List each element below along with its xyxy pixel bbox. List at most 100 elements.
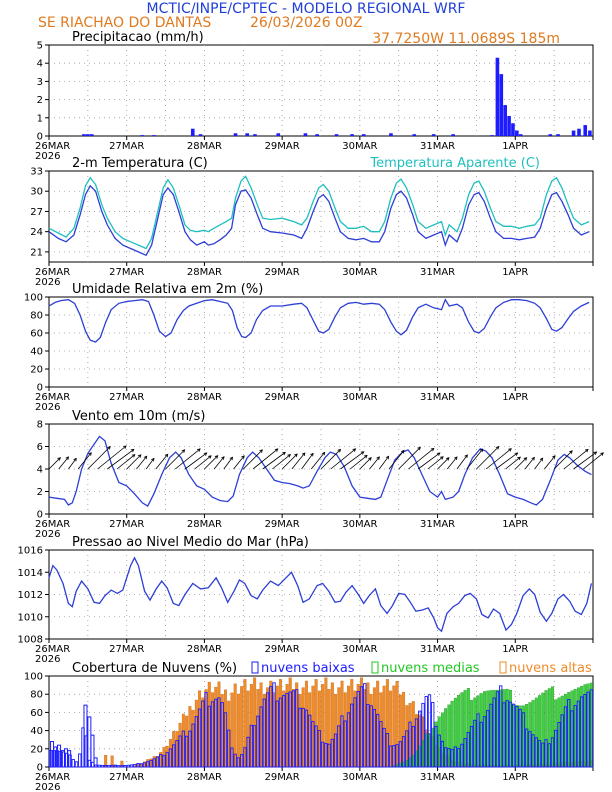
precip-bar <box>507 115 511 136</box>
x-tick-label: 26MAR <box>35 392 70 403</box>
cloud-low-bar <box>398 741 403 768</box>
wind-arrow-head <box>241 455 245 459</box>
wind-arrow-head <box>495 446 500 450</box>
wind-arrow <box>116 454 136 470</box>
cloud-low-bar <box>437 734 441 768</box>
cloud-low-bar <box>586 691 590 768</box>
x-tick-label: 29MAR <box>265 392 300 403</box>
cloud-low-bar <box>97 764 101 768</box>
y-tick-label: 1010 <box>18 612 43 623</box>
cloud-low-bar <box>136 763 140 768</box>
cloud-low-bar <box>295 689 299 768</box>
x-year-label: 2026 <box>35 151 60 162</box>
wind-arrow <box>495 452 518 470</box>
wind-arrow <box>349 455 368 470</box>
wind-arrow-head <box>364 454 368 459</box>
cloud-low-bar <box>576 700 581 768</box>
wind-arrow-head <box>151 457 155 462</box>
cloud-low-bar <box>243 747 247 768</box>
wind-arrow <box>281 453 298 470</box>
cloud-low-bar <box>149 759 153 768</box>
panels: 0 1 2 3 4 5 26MAR 27MAR 28MAR 29MAR 30MAR 31MAR 1APR… <box>18 30 604 792</box>
x-tick-label: 29MAR <box>265 267 300 278</box>
wind-arrow-head <box>401 449 405 454</box>
cloud-low-bar <box>324 742 328 768</box>
wind-arrow-head <box>440 456 444 460</box>
wind-arrow <box>97 445 127 470</box>
cloud-low-bar <box>353 697 357 768</box>
precip-bar <box>503 105 507 136</box>
cloud-low-bar <box>515 706 519 768</box>
cloud-low-bar <box>223 712 228 768</box>
y-tick-label: 3 <box>37 77 43 88</box>
y-tick-label: 80 <box>30 690 43 701</box>
cloud-low-bar <box>547 743 551 768</box>
x-tick-label: 1APR <box>502 267 528 278</box>
wind-arrow <box>136 455 148 470</box>
legend-swatch <box>251 661 259 674</box>
cloud-low-bar <box>146 761 150 768</box>
wind-arrow <box>340 451 365 470</box>
coordinates: 37.7250W 11.0689S 185m <box>372 31 560 47</box>
x-tick-label: 30MAR <box>342 267 377 278</box>
cloud-low-bar <box>372 709 377 768</box>
cloud-low-bar <box>207 705 211 768</box>
x-tick-label: 31MAR <box>420 267 455 278</box>
y-tick-label: 60 <box>30 708 43 719</box>
x-tick-label: 29MAR <box>265 644 300 655</box>
wind-arrow <box>388 450 405 470</box>
cloud-low-bar <box>456 748 461 768</box>
y-tick-label: 100 <box>24 293 43 304</box>
cloud-low-bar <box>346 712 351 768</box>
legend-swatch <box>499 661 507 674</box>
precip-bar <box>556 134 560 136</box>
cloud-low-bar <box>333 733 338 768</box>
wind-title: Vento em 10m (m/s) <box>72 409 205 424</box>
x-year-label: 2026 <box>35 277 60 288</box>
wind-arrow-head <box>445 457 450 461</box>
cloud-low-bar <box>230 747 234 768</box>
wind-arrow <box>262 452 286 470</box>
cloud-low-bar <box>395 744 399 768</box>
x-tick-label: 30MAR <box>342 392 377 403</box>
cloud-low-bar <box>508 701 513 768</box>
wind-arrow <box>243 449 263 470</box>
cloud-low-bar <box>421 702 425 768</box>
y-tick-label: 20 <box>30 744 43 755</box>
legend-label: nuvens altas <box>509 661 592 676</box>
pressure-title: Pressao ao Nivel Medio do Mar (hPa) <box>72 535 309 550</box>
x-tick-label: 27MAR <box>109 141 144 152</box>
wind-series-0 <box>48 435 592 508</box>
x-year-label: 2026 <box>35 654 60 665</box>
cloud-low-bar <box>531 734 535 768</box>
y-tick-label: 60 <box>30 329 43 340</box>
cloud-low-bar <box>210 701 215 768</box>
cloud-low-bar <box>482 716 487 768</box>
wind-arrow-head <box>214 455 219 459</box>
x-tick-label: 31MAR <box>420 644 455 655</box>
wind-arrow <box>320 449 341 470</box>
x-tick-label: 31MAR <box>420 772 455 783</box>
x-tick-label: 26MAR <box>35 141 70 152</box>
x-tick-label: 1APR <box>502 644 528 655</box>
cloud-low-bar <box>327 743 331 768</box>
temp-series-0 <box>48 184 590 257</box>
cloud-low-bar <box>524 728 529 768</box>
y-tick-label: 4 <box>37 59 43 70</box>
cloud-low-bar <box>233 753 237 768</box>
cloud-low-bar <box>194 716 199 768</box>
y-tick-label: 6 <box>37 442 43 453</box>
precip-bar <box>389 133 393 136</box>
wind-arrow-head <box>368 457 372 461</box>
cloud-low-bar <box>246 736 250 768</box>
cloud-low-bar <box>64 748 69 768</box>
x-tick-label: 26MAR <box>35 772 70 783</box>
wind-arrow-head <box>517 456 521 461</box>
x-tick-label: 30MAR <box>342 141 377 152</box>
cloud-low-bar <box>544 739 548 768</box>
clouds-panel: 0 20 40 60 80 100 26MAR 27MAR 28MAR 29MAR 30MAR 31M… <box>24 661 594 792</box>
cloud-low-bar <box>304 709 309 768</box>
cloud-low-bar <box>495 691 500 768</box>
wind-arrow-head <box>385 455 390 460</box>
wind-arrow <box>515 457 527 470</box>
